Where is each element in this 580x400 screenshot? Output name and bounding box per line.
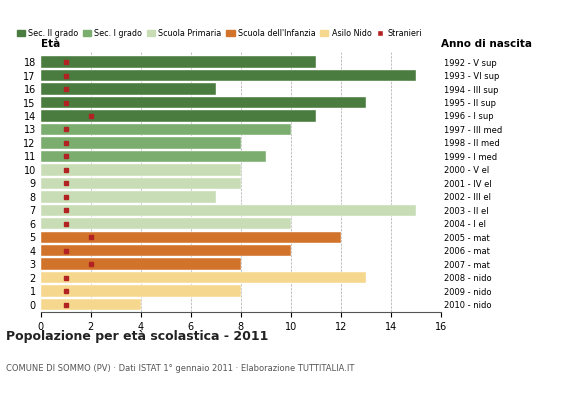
- Bar: [41, 285, 241, 297]
- Bar: [41, 151, 266, 162]
- Bar: [41, 299, 140, 310]
- Bar: [41, 258, 241, 270]
- Bar: [41, 191, 216, 202]
- Bar: [41, 70, 416, 81]
- Bar: [41, 83, 216, 95]
- Bar: [41, 204, 416, 216]
- Bar: [41, 124, 291, 135]
- Bar: [41, 272, 366, 283]
- Bar: [41, 97, 366, 108]
- Bar: [41, 164, 241, 176]
- Bar: [41, 178, 241, 189]
- Text: COMUNE DI SOMMO (PV) · Dati ISTAT 1° gennaio 2011 · Elaborazione TUTTITALIA.IT: COMUNE DI SOMMO (PV) · Dati ISTAT 1° gen…: [6, 364, 354, 373]
- Bar: [41, 245, 291, 256]
- Text: Anno di nascita: Anno di nascita: [441, 39, 532, 49]
- Bar: [41, 218, 291, 230]
- Bar: [41, 137, 241, 149]
- Bar: [41, 56, 316, 68]
- Bar: [41, 110, 316, 122]
- Text: Età: Età: [41, 39, 60, 49]
- Text: Popolazione per età scolastica - 2011: Popolazione per età scolastica - 2011: [6, 330, 268, 343]
- Legend: Sec. II grado, Sec. I grado, Scuola Primaria, Scuola dell'Infanzia, Asilo Nido, : Sec. II grado, Sec. I grado, Scuola Prim…: [17, 28, 422, 38]
- Bar: [41, 232, 341, 243]
